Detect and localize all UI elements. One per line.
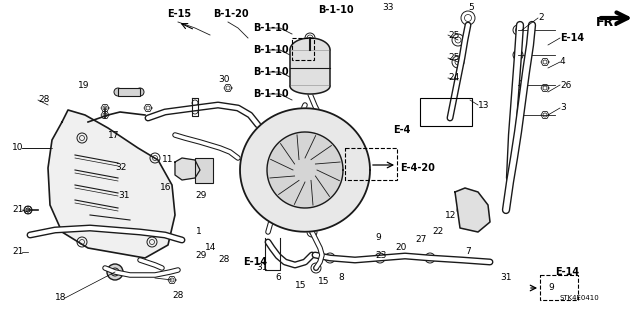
Bar [195,158,213,183]
Text: E-14: E-14 [243,257,267,267]
Text: 9: 9 [548,284,554,293]
Text: 28: 28 [172,291,184,300]
Text: 22: 22 [432,227,444,236]
Text: 32: 32 [115,164,126,173]
Text: 17: 17 [108,130,120,139]
Text: 8: 8 [338,273,344,283]
Text: E-4-20: E-4-20 [400,163,435,173]
Circle shape [293,158,317,182]
Polygon shape [175,158,200,180]
Text: 18: 18 [55,293,67,302]
Text: 31: 31 [118,190,129,199]
Text: 11: 11 [162,155,173,165]
Bar [118,88,140,96]
Text: 14: 14 [205,243,216,253]
Text: 6: 6 [275,273,281,283]
Text: E-15: E-15 [167,9,191,19]
Text: B-1-10: B-1-10 [318,5,354,15]
Text: 28: 28 [38,95,49,105]
Text: 9: 9 [375,234,381,242]
Circle shape [200,170,207,177]
Text: 29: 29 [195,190,206,199]
Text: 26: 26 [560,80,572,90]
Polygon shape [240,108,370,232]
Text: 15: 15 [318,278,330,286]
Text: 29: 29 [195,250,206,259]
Text: B-1-10: B-1-10 [253,23,289,33]
Text: 25: 25 [448,31,460,40]
Text: 31: 31 [500,273,511,283]
Text: 24: 24 [448,73,460,83]
Text: 19: 19 [78,80,90,90]
Polygon shape [290,38,330,50]
Text: STK4E0410: STK4E0410 [560,295,600,301]
Bar [540,275,578,300]
Text: 25: 25 [448,54,460,63]
Text: B-1-20: B-1-20 [213,9,248,19]
Polygon shape [290,86,330,94]
Text: 33: 33 [382,4,394,12]
Circle shape [200,160,207,167]
Text: E-14: E-14 [555,267,579,277]
Text: 3: 3 [560,103,566,113]
Bar [420,98,472,126]
Text: 15: 15 [295,280,307,290]
Text: FR.: FR. [596,16,619,28]
Text: 16: 16 [160,183,172,192]
Text: 5: 5 [468,4,474,12]
Text: 23: 23 [375,250,387,259]
Bar [292,38,314,60]
Bar [290,50,330,86]
Circle shape [114,88,122,96]
Text: 13: 13 [478,100,490,109]
Text: 31: 31 [256,263,268,272]
Text: 21: 21 [12,205,24,214]
Text: 28: 28 [218,256,229,264]
Text: E-14: E-14 [560,33,584,43]
Text: B-1-10: B-1-10 [253,67,289,77]
Text: 1: 1 [196,227,202,236]
Circle shape [107,264,123,280]
Text: 27: 27 [415,235,426,244]
Text: 2: 2 [538,13,543,23]
Text: 30: 30 [218,76,230,85]
Text: B-1-10: B-1-10 [253,89,289,99]
Text: 7: 7 [465,248,471,256]
Text: E-4: E-4 [393,125,410,135]
Text: 21: 21 [12,248,24,256]
Text: 20: 20 [395,243,406,253]
Polygon shape [455,188,490,232]
Polygon shape [48,110,175,258]
Text: 10: 10 [12,144,24,152]
Circle shape [136,88,144,96]
Text: 4: 4 [560,57,566,66]
Text: 12: 12 [445,211,456,219]
Bar [345,148,397,180]
Text: B-1-10: B-1-10 [253,45,289,55]
Polygon shape [267,132,343,208]
